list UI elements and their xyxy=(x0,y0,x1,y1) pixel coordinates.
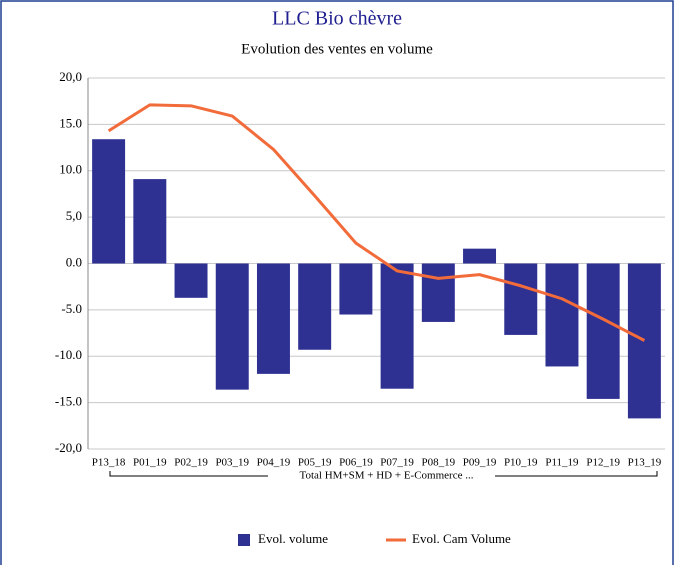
bar xyxy=(380,263,414,389)
bar xyxy=(298,263,332,350)
legend-label: Evol. Cam Volume xyxy=(412,531,511,546)
y-tick-label: -5.0 xyxy=(61,301,82,316)
x-tick-label: P03_19 xyxy=(215,457,249,469)
x-tick-label: P06_19 xyxy=(339,457,373,469)
bar xyxy=(92,139,126,264)
line xyxy=(107,103,646,342)
y-tick-label: -20,0 xyxy=(55,440,82,455)
chart-subtitle: Evolution des ventes en volume xyxy=(241,41,433,57)
x-tick-label: P10_19 xyxy=(504,457,538,469)
bar xyxy=(256,263,290,374)
bar xyxy=(215,263,249,390)
y-tick-label: 10.0 xyxy=(59,162,82,177)
group-label: Total HM+SM + HD + E-Commerce ... xyxy=(300,470,474,482)
bar xyxy=(586,263,620,399)
legend-label: Evol. volume xyxy=(258,531,328,546)
x-tick-label: P07_19 xyxy=(380,457,414,469)
legend-swatch xyxy=(238,534,250,546)
group-bracket xyxy=(109,471,658,477)
bar xyxy=(339,263,373,315)
y-tick-label: 0.0 xyxy=(66,254,82,269)
x-tick-label: P09_19 xyxy=(463,457,497,469)
bar xyxy=(174,263,208,298)
y-tick-label: -15.0 xyxy=(55,394,82,409)
x-tick-label: P12_19 xyxy=(586,457,620,469)
x-tick-label: P13_19 xyxy=(628,457,662,469)
bar xyxy=(627,263,661,419)
x-tick-label: P08_19 xyxy=(422,457,456,469)
x-tick-label: P04_19 xyxy=(257,457,291,469)
bar xyxy=(504,263,538,335)
bar xyxy=(421,263,455,322)
x-tick-label: P13_18 xyxy=(92,457,126,469)
x-tick-label: P05_19 xyxy=(298,457,332,469)
y-tick-label: 5,0 xyxy=(66,208,82,223)
x-tick-label: P11_19 xyxy=(545,457,579,469)
bar xyxy=(133,179,167,264)
x-tick-label: P01_19 xyxy=(133,457,167,469)
y-tick-label: -10.0 xyxy=(55,347,82,362)
y-tick-label: 20,0 xyxy=(59,69,82,84)
chart-title: LLC Bio chèvre xyxy=(272,8,402,30)
bar xyxy=(463,248,497,264)
x-tick-label: P02_19 xyxy=(174,457,208,469)
bar xyxy=(545,263,579,367)
y-tick-label: 15.0 xyxy=(59,115,82,130)
